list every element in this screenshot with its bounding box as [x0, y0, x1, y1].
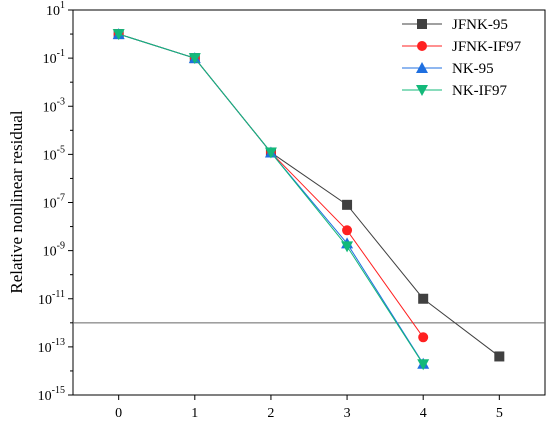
legend-label: JFNK-95 [452, 17, 508, 33]
y-tick-label: 101 [46, 0, 65, 19]
y-tick-label: 10-11 [38, 289, 65, 308]
legend-marker [417, 19, 427, 29]
series-nk-if97 [112, 29, 430, 371]
data-point [494, 351, 505, 362]
legend-item: NK-IF97 [402, 83, 507, 99]
data-point [418, 293, 429, 304]
legend-label: JFNK-IF97 [452, 39, 522, 55]
series-jfnk-95 [113, 29, 505, 362]
data-point [417, 359, 430, 371]
legend-marker [417, 41, 427, 51]
legend: JFNK-95 JFNK-IF97 NK-95 NK-IF97 [402, 17, 522, 99]
series-line [118, 33, 424, 365]
y-tick-base: 10 [43, 100, 57, 115]
legend-marker [416, 85, 428, 96]
y-tick-label: 10-15 [38, 385, 65, 404]
series-line [118, 33, 424, 364]
data-point [342, 225, 353, 236]
y-tick-power: 1 [60, 0, 65, 11]
legend-item: JFNK-95 [402, 17, 508, 33]
y-tick-base: 10 [43, 52, 57, 67]
y-tick-power: -11 [52, 289, 65, 300]
x-tick-label: 3 [344, 406, 351, 421]
x-tick-label: 1 [191, 406, 198, 421]
legend-item: NK-95 [402, 61, 494, 77]
axes: 0 1 2 3 4 510110-110-310-510-710-910-1110-131… [38, 0, 503, 421]
legend-label: NK-IF97 [452, 83, 507, 99]
x-tick-label: 5 [496, 406, 503, 421]
y-tick-base: 10 [38, 341, 52, 356]
y-tick-power: -5 [57, 144, 65, 155]
y-tick-power: -9 [57, 241, 65, 252]
y-tick-label: 10-9 [43, 241, 65, 260]
y-tick-power: -7 [57, 193, 65, 204]
y-axis-title: Relative nonlinear residual [7, 110, 26, 293]
x-tick-label: 2 [267, 406, 274, 421]
data-point [341, 241, 354, 253]
y-tick-label: 10-5 [43, 144, 65, 163]
y-tick-base: 10 [46, 4, 60, 19]
y-tick-base: 10 [43, 148, 57, 163]
y-tick-power: -3 [57, 96, 65, 107]
series-nk-95 [112, 28, 430, 369]
data-point [418, 332, 429, 343]
y-tick-label: 10-3 [43, 96, 65, 115]
y-tick-base: 10 [43, 197, 57, 212]
y-tick-power: -13 [52, 337, 65, 348]
y-tick-base: 10 [38, 293, 52, 308]
legend-label: NK-95 [452, 61, 494, 77]
x-tick-label: 0 [115, 406, 122, 421]
y-tick-label: 10-13 [38, 337, 65, 356]
series-jfnk-if97 [113, 29, 429, 343]
legend-item: JFNK-IF97 [402, 39, 522, 55]
y-tick-base: 10 [43, 245, 57, 260]
legend-marker [416, 62, 428, 73]
y-tick-label: 10-7 [43, 193, 65, 212]
series-line [118, 33, 500, 357]
y-tick-power: -15 [52, 385, 65, 396]
x-tick-label: 4 [420, 406, 427, 421]
data-point [342, 199, 353, 210]
y-tick-base: 10 [38, 389, 52, 404]
y-tick-power: -1 [57, 48, 65, 59]
data-point [264, 147, 277, 159]
data-point [112, 29, 125, 41]
y-tick-label: 10-1 [43, 48, 65, 67]
data-point [188, 53, 201, 65]
series-layer [112, 28, 505, 371]
